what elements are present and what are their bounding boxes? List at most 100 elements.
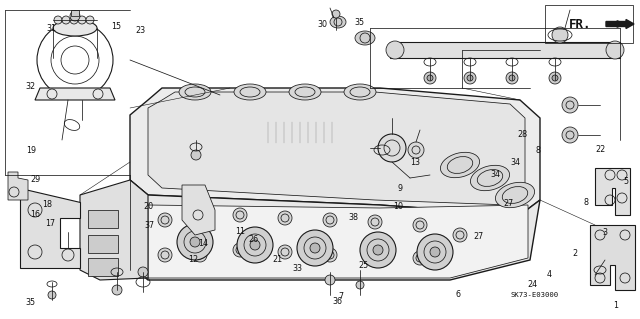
Circle shape	[464, 72, 476, 84]
Text: 32: 32	[26, 82, 36, 91]
Bar	[88, 235, 118, 253]
Circle shape	[70, 11, 80, 21]
Text: 1: 1	[613, 301, 618, 310]
Circle shape	[368, 249, 382, 263]
Text: 31: 31	[46, 24, 56, 33]
Text: 34: 34	[511, 158, 521, 167]
Circle shape	[158, 213, 172, 227]
Ellipse shape	[495, 182, 534, 208]
Circle shape	[552, 27, 568, 43]
Polygon shape	[595, 168, 630, 215]
Circle shape	[606, 41, 624, 59]
Text: 4: 4	[547, 271, 552, 279]
Ellipse shape	[355, 31, 375, 45]
Polygon shape	[148, 92, 525, 205]
Text: 36: 36	[332, 297, 342, 306]
Circle shape	[278, 211, 292, 225]
Text: 35: 35	[26, 298, 36, 307]
Ellipse shape	[330, 16, 346, 28]
Circle shape	[509, 75, 515, 81]
Circle shape	[54, 16, 62, 24]
Polygon shape	[8, 172, 28, 200]
Circle shape	[233, 243, 247, 257]
Circle shape	[373, 245, 383, 255]
Ellipse shape	[344, 84, 376, 100]
Circle shape	[278, 245, 292, 259]
Text: 6: 6	[456, 290, 461, 299]
Text: 18: 18	[42, 200, 52, 209]
Circle shape	[190, 237, 200, 247]
Text: 27: 27	[474, 232, 484, 241]
Bar	[88, 210, 118, 228]
Text: 14: 14	[198, 239, 209, 248]
Text: 16: 16	[30, 210, 40, 219]
Text: 24: 24	[527, 280, 538, 289]
Text: 13: 13	[410, 158, 420, 167]
Text: 2: 2	[572, 249, 577, 258]
Text: 38: 38	[348, 213, 358, 222]
FancyArrow shape	[606, 19, 634, 28]
Circle shape	[48, 291, 56, 299]
Circle shape	[356, 281, 364, 289]
Circle shape	[360, 232, 396, 268]
Circle shape	[408, 142, 424, 158]
Circle shape	[413, 218, 427, 232]
Text: 10: 10	[393, 202, 403, 211]
Text: 22: 22	[595, 145, 605, 154]
Text: 20: 20	[143, 202, 154, 211]
Polygon shape	[260, 120, 340, 145]
Circle shape	[70, 16, 78, 24]
Polygon shape	[130, 88, 540, 215]
Circle shape	[378, 134, 406, 162]
Circle shape	[323, 213, 337, 227]
Text: 37: 37	[145, 221, 155, 230]
Text: 33: 33	[292, 264, 302, 273]
Circle shape	[250, 240, 260, 250]
Text: 25: 25	[358, 261, 369, 270]
Polygon shape	[182, 185, 215, 235]
Circle shape	[424, 72, 436, 84]
Text: 26: 26	[248, 235, 259, 244]
Circle shape	[562, 127, 578, 143]
Ellipse shape	[179, 84, 211, 100]
Text: 7: 7	[339, 292, 344, 301]
Circle shape	[453, 228, 467, 242]
Circle shape	[112, 285, 122, 295]
Text: 12: 12	[188, 255, 198, 263]
Text: 5: 5	[623, 177, 628, 186]
Circle shape	[191, 150, 201, 160]
Circle shape	[325, 275, 335, 285]
Circle shape	[417, 234, 453, 270]
Text: 35: 35	[355, 19, 365, 27]
Circle shape	[193, 248, 207, 262]
Text: 11: 11	[236, 227, 246, 236]
Text: 15: 15	[111, 22, 122, 31]
Text: 9: 9	[397, 184, 403, 193]
Circle shape	[177, 224, 213, 260]
Text: 8: 8	[535, 146, 540, 155]
Polygon shape	[130, 180, 540, 280]
Circle shape	[297, 230, 333, 266]
Polygon shape	[20, 188, 80, 268]
Circle shape	[237, 227, 273, 263]
Circle shape	[233, 208, 247, 222]
Circle shape	[427, 75, 433, 81]
Ellipse shape	[234, 84, 266, 100]
Text: 19: 19	[26, 146, 36, 155]
Polygon shape	[148, 205, 528, 278]
Circle shape	[158, 248, 172, 262]
Circle shape	[310, 243, 320, 253]
Circle shape	[562, 97, 578, 113]
Circle shape	[62, 16, 70, 24]
Polygon shape	[80, 180, 148, 280]
Circle shape	[368, 215, 382, 229]
Bar	[88, 258, 118, 276]
Circle shape	[386, 41, 404, 59]
Text: FR.: FR.	[569, 18, 591, 31]
Text: 3: 3	[602, 228, 607, 237]
Circle shape	[86, 16, 94, 24]
Text: 8: 8	[584, 198, 589, 207]
Circle shape	[506, 72, 518, 84]
Text: 30: 30	[317, 20, 328, 29]
Circle shape	[430, 247, 440, 257]
